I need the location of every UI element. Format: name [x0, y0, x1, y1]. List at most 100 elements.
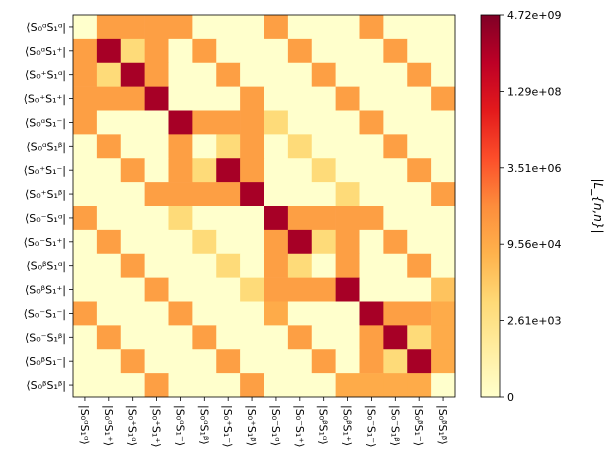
heatmap-cell [120, 206, 145, 231]
heatmap-cell [96, 349, 122, 374]
heatmap-cell [96, 134, 122, 159]
heatmap-cell [96, 206, 122, 231]
heatmap-cell [335, 301, 360, 326]
heatmap-cell [359, 229, 384, 255]
heatmap-cell [311, 15, 336, 40]
x-tick-label: |S₀ᵅS₁ᵝ⟩ [197, 405, 210, 445]
heatmap-cell [383, 38, 408, 64]
heatmap-cell [192, 206, 217, 231]
heatmap-cell [407, 38, 432, 64]
heatmap-cell [431, 277, 456, 302]
y-tick-label: ⟨S₀⁻S₁⁻| [24, 307, 66, 320]
heatmap-cell [144, 206, 169, 231]
heatmap-cell [264, 206, 289, 231]
y-tick-label: ⟨S₀ᵝS₁⁺| [25, 284, 66, 297]
heatmap-cell [144, 301, 169, 326]
heatmap-cell [216, 158, 241, 183]
x-tick-label: |S₀ᵝS₁ᵝ⟩ [436, 405, 449, 445]
heatmap-cell [407, 373, 432, 398]
heatmap-cell [168, 134, 193, 159]
heatmap-cell [335, 182, 360, 207]
heatmap-cell [311, 253, 336, 278]
heatmap-cell [144, 277, 169, 302]
y-tick-label: ⟨S₀⁻S₁ᵝ| [25, 331, 66, 344]
y-tick-label: ⟨S₀ᵝS₁⁻| [25, 355, 66, 368]
heatmap-cell [73, 349, 98, 374]
heatmap-cell [96, 182, 122, 207]
heatmap-cell [359, 301, 384, 326]
heatmap-cell [240, 373, 265, 398]
heatmap-cell [73, 325, 98, 350]
heatmap-cell [311, 229, 336, 255]
heatmap-cell [192, 62, 217, 87]
heatmap-cell [335, 206, 360, 231]
heatmap-cell [168, 229, 193, 255]
heatmap-cell [287, 229, 313, 255]
heatmap-cell [240, 301, 265, 326]
heatmap-cell [192, 325, 217, 350]
heatmap-cell [383, 349, 408, 374]
colorbar-tick-label: 2.61e+03 [507, 315, 561, 328]
heatmap-cell [359, 206, 384, 231]
heatmap-cell [120, 158, 145, 183]
heatmap-cell [264, 86, 289, 111]
heatmap-cell [431, 38, 456, 64]
heatmap-cells [73, 15, 456, 398]
y-tick-label: ⟨S₀ᵅS₁⁻| [25, 116, 66, 129]
heatmap-cell [407, 86, 432, 111]
heatmap-cell [240, 349, 265, 374]
heatmap-cell [431, 15, 456, 40]
heatmap-cell [96, 86, 122, 111]
heatmap-cell [120, 62, 145, 87]
y-tick-label: ⟨S₀ᵅS₁ᵝ| [26, 140, 66, 153]
heatmap-cell [120, 253, 145, 278]
colorbar-tick-label: 4.72e+09 [507, 9, 561, 22]
heatmap-cell [120, 182, 145, 207]
heatmap-cell [311, 62, 336, 87]
heatmap-cell [407, 62, 432, 87]
heatmap-cell [144, 229, 169, 255]
heatmap-cell [73, 134, 98, 159]
heatmap-cell [240, 110, 265, 135]
heatmap-cell [287, 253, 313, 278]
heatmap-cell [96, 15, 122, 40]
heatmap-cell [287, 15, 313, 40]
heatmap-cell [359, 110, 384, 135]
heatmap-cell [359, 182, 384, 207]
heatmap-cell [431, 373, 456, 398]
heatmap-cell [431, 325, 456, 350]
heatmap-cell [73, 253, 98, 278]
heatmap-cell [287, 86, 313, 111]
heatmap-cell [96, 229, 122, 255]
heatmap-cell [311, 206, 336, 231]
heatmap-cell [407, 325, 432, 350]
heatmap-cell [264, 301, 289, 326]
heatmap-cell [335, 134, 360, 159]
heatmap-cell [431, 182, 456, 207]
y-tick-label: ⟨S₀⁻S₁ᵅ| [25, 212, 66, 225]
x-tick-label: |S₀⁻S₁ᵅ⟩ [269, 405, 282, 446]
heatmap-cell [407, 110, 432, 135]
heatmap-cell [192, 134, 217, 159]
heatmap-cell [240, 134, 265, 159]
heatmap-cell [359, 253, 384, 278]
heatmap-cell [335, 86, 360, 111]
heatmap-cell [287, 277, 313, 302]
x-axis: |S₀ᵅS₁ᵅ⟩ |S₀ᵅS₁⁺⟩ |S₀⁺S₁ᵅ⟩ |S₀⁺S₁⁺⟩ |S₀ᵅS₁⁻⟩… [78, 397, 449, 447]
heatmap-cell [335, 373, 360, 398]
heatmap-frame [72, 14, 456, 398]
heatmap-cell [73, 301, 98, 326]
heatmap-cell [144, 15, 169, 40]
heatmap-cell [311, 277, 336, 302]
colorbar-tick-label: 1.29e+08 [507, 85, 561, 98]
heatmap-cell [335, 253, 360, 278]
heatmap-cell [192, 86, 217, 111]
heatmap-cell [407, 158, 432, 183]
heatmap-cell [168, 62, 193, 87]
heatmap-cell [407, 277, 432, 302]
heatmap-cell [168, 38, 193, 64]
y-tick-label: ⟨S₀⁻S₁⁺| [24, 236, 66, 249]
heatmap-cell [431, 134, 456, 159]
heatmap-cell [168, 86, 193, 111]
